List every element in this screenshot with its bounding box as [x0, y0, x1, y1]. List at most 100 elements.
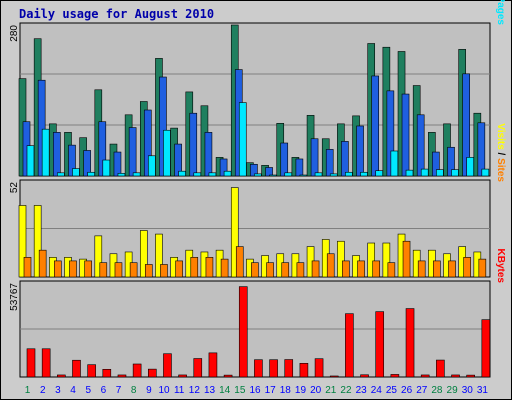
bar-sites-day-17: [266, 262, 274, 278]
bar-kbytes-day-3: [57, 374, 66, 378]
bar-sites-day-31: [478, 258, 487, 278]
bar-sites-day-12: [190, 257, 199, 278]
bar-sites-day-29: [448, 260, 456, 278]
bar-pages-day-25: [390, 150, 399, 177]
bar-kbytes-day-15: [238, 286, 248, 378]
day-label-18: 18: [280, 385, 292, 396]
day-label-4: 4: [70, 385, 76, 396]
day-label-9: 9: [146, 385, 152, 396]
bar-pages-day-2: [41, 128, 50, 177]
day-label-17: 17: [265, 385, 277, 396]
day-label-19: 19: [295, 385, 307, 396]
bar-files-day-29: [447, 146, 455, 177]
bar-pages-day-12: [193, 172, 202, 177]
bar-sites-day-16: [251, 262, 259, 278]
bar-sites-day-1: [23, 257, 32, 278]
bar-files-day-2: [37, 79, 46, 177]
day-label-25: 25: [386, 385, 398, 396]
bar-kbytes-day-16: [254, 359, 263, 378]
day-label-2: 2: [40, 385, 46, 396]
day-label-30: 30: [462, 385, 474, 396]
bar-sites-day-3: [54, 260, 62, 278]
bar-sites-day-26: [402, 240, 411, 278]
chart-title: Daily usage for August 2010: [19, 7, 215, 21]
bar-sites-day-27: [417, 260, 426, 278]
bar-files-day-9: [143, 109, 152, 177]
day-label-15: 15: [234, 385, 246, 396]
bar-files-day-30: [462, 73, 470, 177]
bar-files-day-4: [68, 144, 76, 177]
bar-kbytes-day-2: [41, 348, 51, 378]
bar-kbytes-day-23: [360, 374, 369, 378]
bar-sites-day-7: [114, 262, 123, 278]
bar-sites-day-23: [357, 260, 365, 278]
bar-sites-day-11: [175, 260, 183, 278]
kbytes-side-label-part: KBytes: [495, 249, 506, 284]
bar-pages-day-1: [26, 145, 35, 177]
day-label-7: 7: [116, 385, 122, 396]
day-label-16: 16: [249, 385, 261, 396]
pages-files-hits-side-label-part: Pages: [495, 0, 506, 25]
bar-kbytes-day-30: [466, 374, 475, 378]
bar-kbytes-day-17: [269, 359, 278, 378]
bar-pages-day-9: [147, 155, 156, 177]
bar-kbytes-day-31: [481, 319, 491, 378]
bar-kbytes-day-20: [314, 358, 324, 378]
day-label-29: 29: [447, 385, 459, 396]
day-label-31: 31: [477, 385, 489, 396]
bar-pages-day-20: [314, 172, 323, 177]
bar-sites-day-19: [296, 262, 305, 278]
bar-sites-day-10: [160, 264, 168, 278]
sites-visits-side-label-part: /: [495, 150, 506, 158]
bar-pages-day-23: [360, 171, 368, 177]
bar-sites-day-20: [311, 260, 320, 278]
bar-visits-day-6: [94, 235, 103, 278]
bar-files-day-13: [204, 132, 213, 177]
bar-sites-day-6: [99, 262, 108, 278]
bar-files-day-31: [477, 122, 486, 177]
sites-visits-side-label-part: Visits: [495, 123, 506, 150]
kbytes-ymax-label: 53767: [9, 283, 20, 311]
day-label-28: 28: [431, 385, 443, 396]
bar-pages-day-21: [329, 173, 338, 177]
bar-sites-day-18: [281, 262, 290, 278]
day-label-27: 27: [416, 385, 428, 396]
bar-files-day-3: [53, 132, 61, 177]
bar-files-day-8: [128, 127, 137, 177]
bar-pages-day-28: [436, 169, 444, 177]
bar-kbytes-day-22: [345, 313, 354, 378]
bar-pages-day-27: [420, 168, 429, 177]
bar-kbytes-day-11: [178, 374, 187, 378]
bar-kbytes-day-6: [102, 369, 112, 378]
bar-kbytes-day-26: [405, 308, 415, 378]
bar-files-day-11: [174, 143, 182, 177]
bar-files-day-25: [386, 90, 395, 177]
day-label-1: 1: [25, 385, 31, 396]
bar-pages-day-6: [102, 159, 111, 177]
day-label-10: 10: [158, 385, 170, 396]
bar-sites-day-25: [387, 262, 396, 278]
day-label-3: 3: [55, 385, 61, 396]
bar-pages-day-13: [208, 172, 217, 177]
day-label-23: 23: [356, 385, 368, 396]
day-label-22: 22: [340, 385, 352, 396]
pages-files-hits-side-label: Hits / Files / Pages: [495, 0, 506, 25]
bar-kbytes-day-12: [193, 358, 203, 378]
bar-pages-day-29: [451, 169, 459, 177]
bar-sites-day-9: [144, 264, 153, 278]
bar-files-day-16: [250, 163, 258, 177]
day-label-21: 21: [325, 385, 337, 396]
day-label-14: 14: [219, 385, 231, 396]
bar-sites-day-8: [129, 262, 138, 278]
bar-files-day-12: [189, 112, 198, 177]
bar-pages-day-16: [254, 173, 262, 177]
bar-sites-day-21: [326, 253, 335, 278]
bar-pages-day-24: [375, 170, 384, 177]
bar-files-day-23: [356, 125, 364, 177]
bar-kbytes-day-4: [72, 359, 81, 378]
day-label-26: 26: [401, 385, 413, 396]
bar-pages-day-15: [238, 102, 247, 177]
bar-kbytes-day-8: [132, 363, 142, 378]
bar-kbytes-day-10: [163, 353, 172, 378]
bar-kbytes-day-25: [390, 374, 400, 378]
